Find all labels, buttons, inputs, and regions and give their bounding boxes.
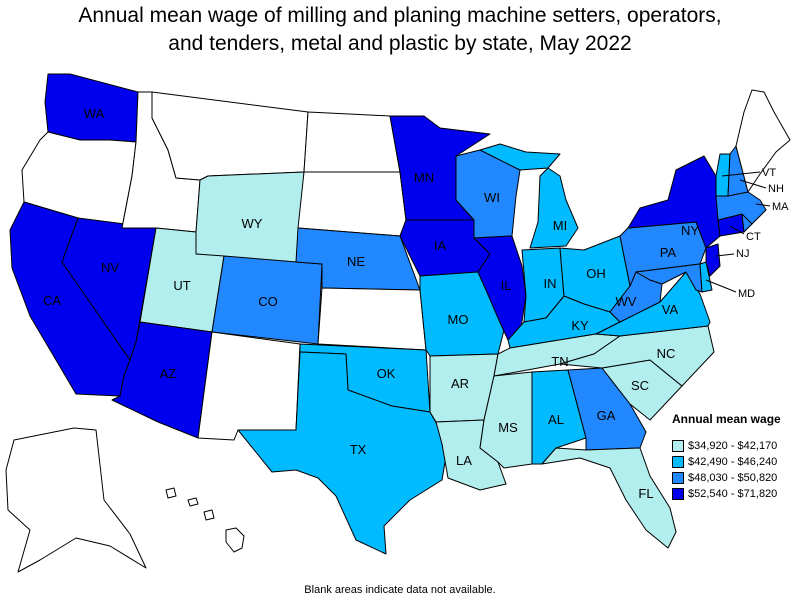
label-ut: UT xyxy=(173,278,190,293)
legend-label: $42,490 - $46,240 xyxy=(688,456,778,468)
map-title-line-2: and tenders, metal and plastic by state,… xyxy=(168,32,632,55)
label-mo: MO xyxy=(448,312,469,327)
state-fl[interactable] xyxy=(541,447,677,549)
label-al: AL xyxy=(548,412,564,427)
state-ak[interactable] xyxy=(5,427,147,573)
map-title: Annual mean wage of milling and planing … xyxy=(0,2,800,58)
label-ne: NE xyxy=(347,254,365,269)
legend-swatch xyxy=(672,456,684,468)
label-ms: MS xyxy=(498,420,518,435)
map-title-line-1: Annual mean wage of milling and planing … xyxy=(78,4,722,27)
state-hi[interactable] xyxy=(225,527,245,553)
legend-swatch xyxy=(672,440,684,452)
legend-label: $34,920 - $42,170 xyxy=(688,440,778,452)
label-nc: NC xyxy=(657,346,676,361)
state-mi-upper[interactable] xyxy=(479,143,561,171)
label-ia: IA xyxy=(434,238,447,253)
label-md: MD xyxy=(738,288,755,300)
legend: Annual mean wage $34,920 - $42,170 $42,4… xyxy=(672,412,800,502)
footnote: Blank areas indicate data not available. xyxy=(304,584,496,596)
legend-title: Annual mean wage xyxy=(672,412,781,426)
label-vt: VT xyxy=(762,167,776,179)
leader-nh xyxy=(739,179,767,189)
state-de[interactable] xyxy=(699,261,713,293)
label-oh: OH xyxy=(586,266,606,281)
legend-item: $42,490 - $46,240 xyxy=(672,454,800,470)
label-ky: KY xyxy=(571,318,589,333)
label-wa: WA xyxy=(84,106,105,121)
leader-ct xyxy=(729,225,745,235)
label-ny: NY xyxy=(681,223,699,238)
label-mi: MI xyxy=(553,218,567,233)
state-hi-small-2[interactable] xyxy=(187,497,199,507)
leader-ma xyxy=(755,203,771,207)
label-tn: TN xyxy=(551,354,568,369)
state-nm[interactable] xyxy=(197,331,301,441)
state-nj[interactable] xyxy=(705,243,721,277)
state-mi[interactable] xyxy=(529,167,579,249)
legend-item: $34,920 - $42,170 xyxy=(672,438,800,454)
label-wv: WV xyxy=(616,294,637,309)
state-ks[interactable] xyxy=(317,287,427,351)
state-tx[interactable] xyxy=(237,351,449,555)
state-mt[interactable] xyxy=(151,91,309,181)
label-la: LA xyxy=(456,453,472,468)
label-in: IN xyxy=(544,276,557,291)
label-pa: PA xyxy=(660,245,677,260)
legend-item: $48,030 - $50,820 xyxy=(672,470,800,486)
state-hi-small-1[interactable] xyxy=(203,509,215,521)
label-az: AZ xyxy=(160,366,177,381)
label-nj: NJ xyxy=(736,248,749,260)
state-nd[interactable] xyxy=(303,111,401,173)
label-ma: MA xyxy=(772,201,789,213)
leader-md xyxy=(705,279,737,293)
legend-label: $48,030 - $50,820 xyxy=(688,472,778,484)
label-il: IL xyxy=(501,278,512,293)
label-ga: GA xyxy=(597,408,616,423)
legend-item: $52,540 - $71,820 xyxy=(672,486,800,502)
label-ar: AR xyxy=(451,376,469,391)
label-sc: SC xyxy=(631,378,649,393)
label-nh: NH xyxy=(768,183,784,195)
label-mn: MN xyxy=(414,170,434,185)
legend-swatch xyxy=(672,472,684,484)
legend-label: $52,540 - $71,820 xyxy=(688,488,778,500)
label-ct: CT xyxy=(746,231,761,243)
label-ca: CA xyxy=(43,293,61,308)
label-nv: NV xyxy=(101,260,119,275)
state-hi-small-3[interactable] xyxy=(165,487,177,499)
label-ok: OK xyxy=(377,366,396,381)
legend-swatch xyxy=(672,488,684,500)
label-tx: TX xyxy=(350,442,367,457)
label-fl: FL xyxy=(638,486,653,501)
state-ma[interactable] xyxy=(715,191,767,225)
label-va: VA xyxy=(662,302,679,317)
leader-vt xyxy=(721,171,761,177)
label-co: CO xyxy=(258,294,278,309)
label-wy: WY xyxy=(242,216,263,231)
leader-nj xyxy=(715,253,735,257)
state-me[interactable] xyxy=(735,89,791,193)
label-wi: WI xyxy=(484,190,500,205)
state-sd[interactable] xyxy=(297,171,407,237)
